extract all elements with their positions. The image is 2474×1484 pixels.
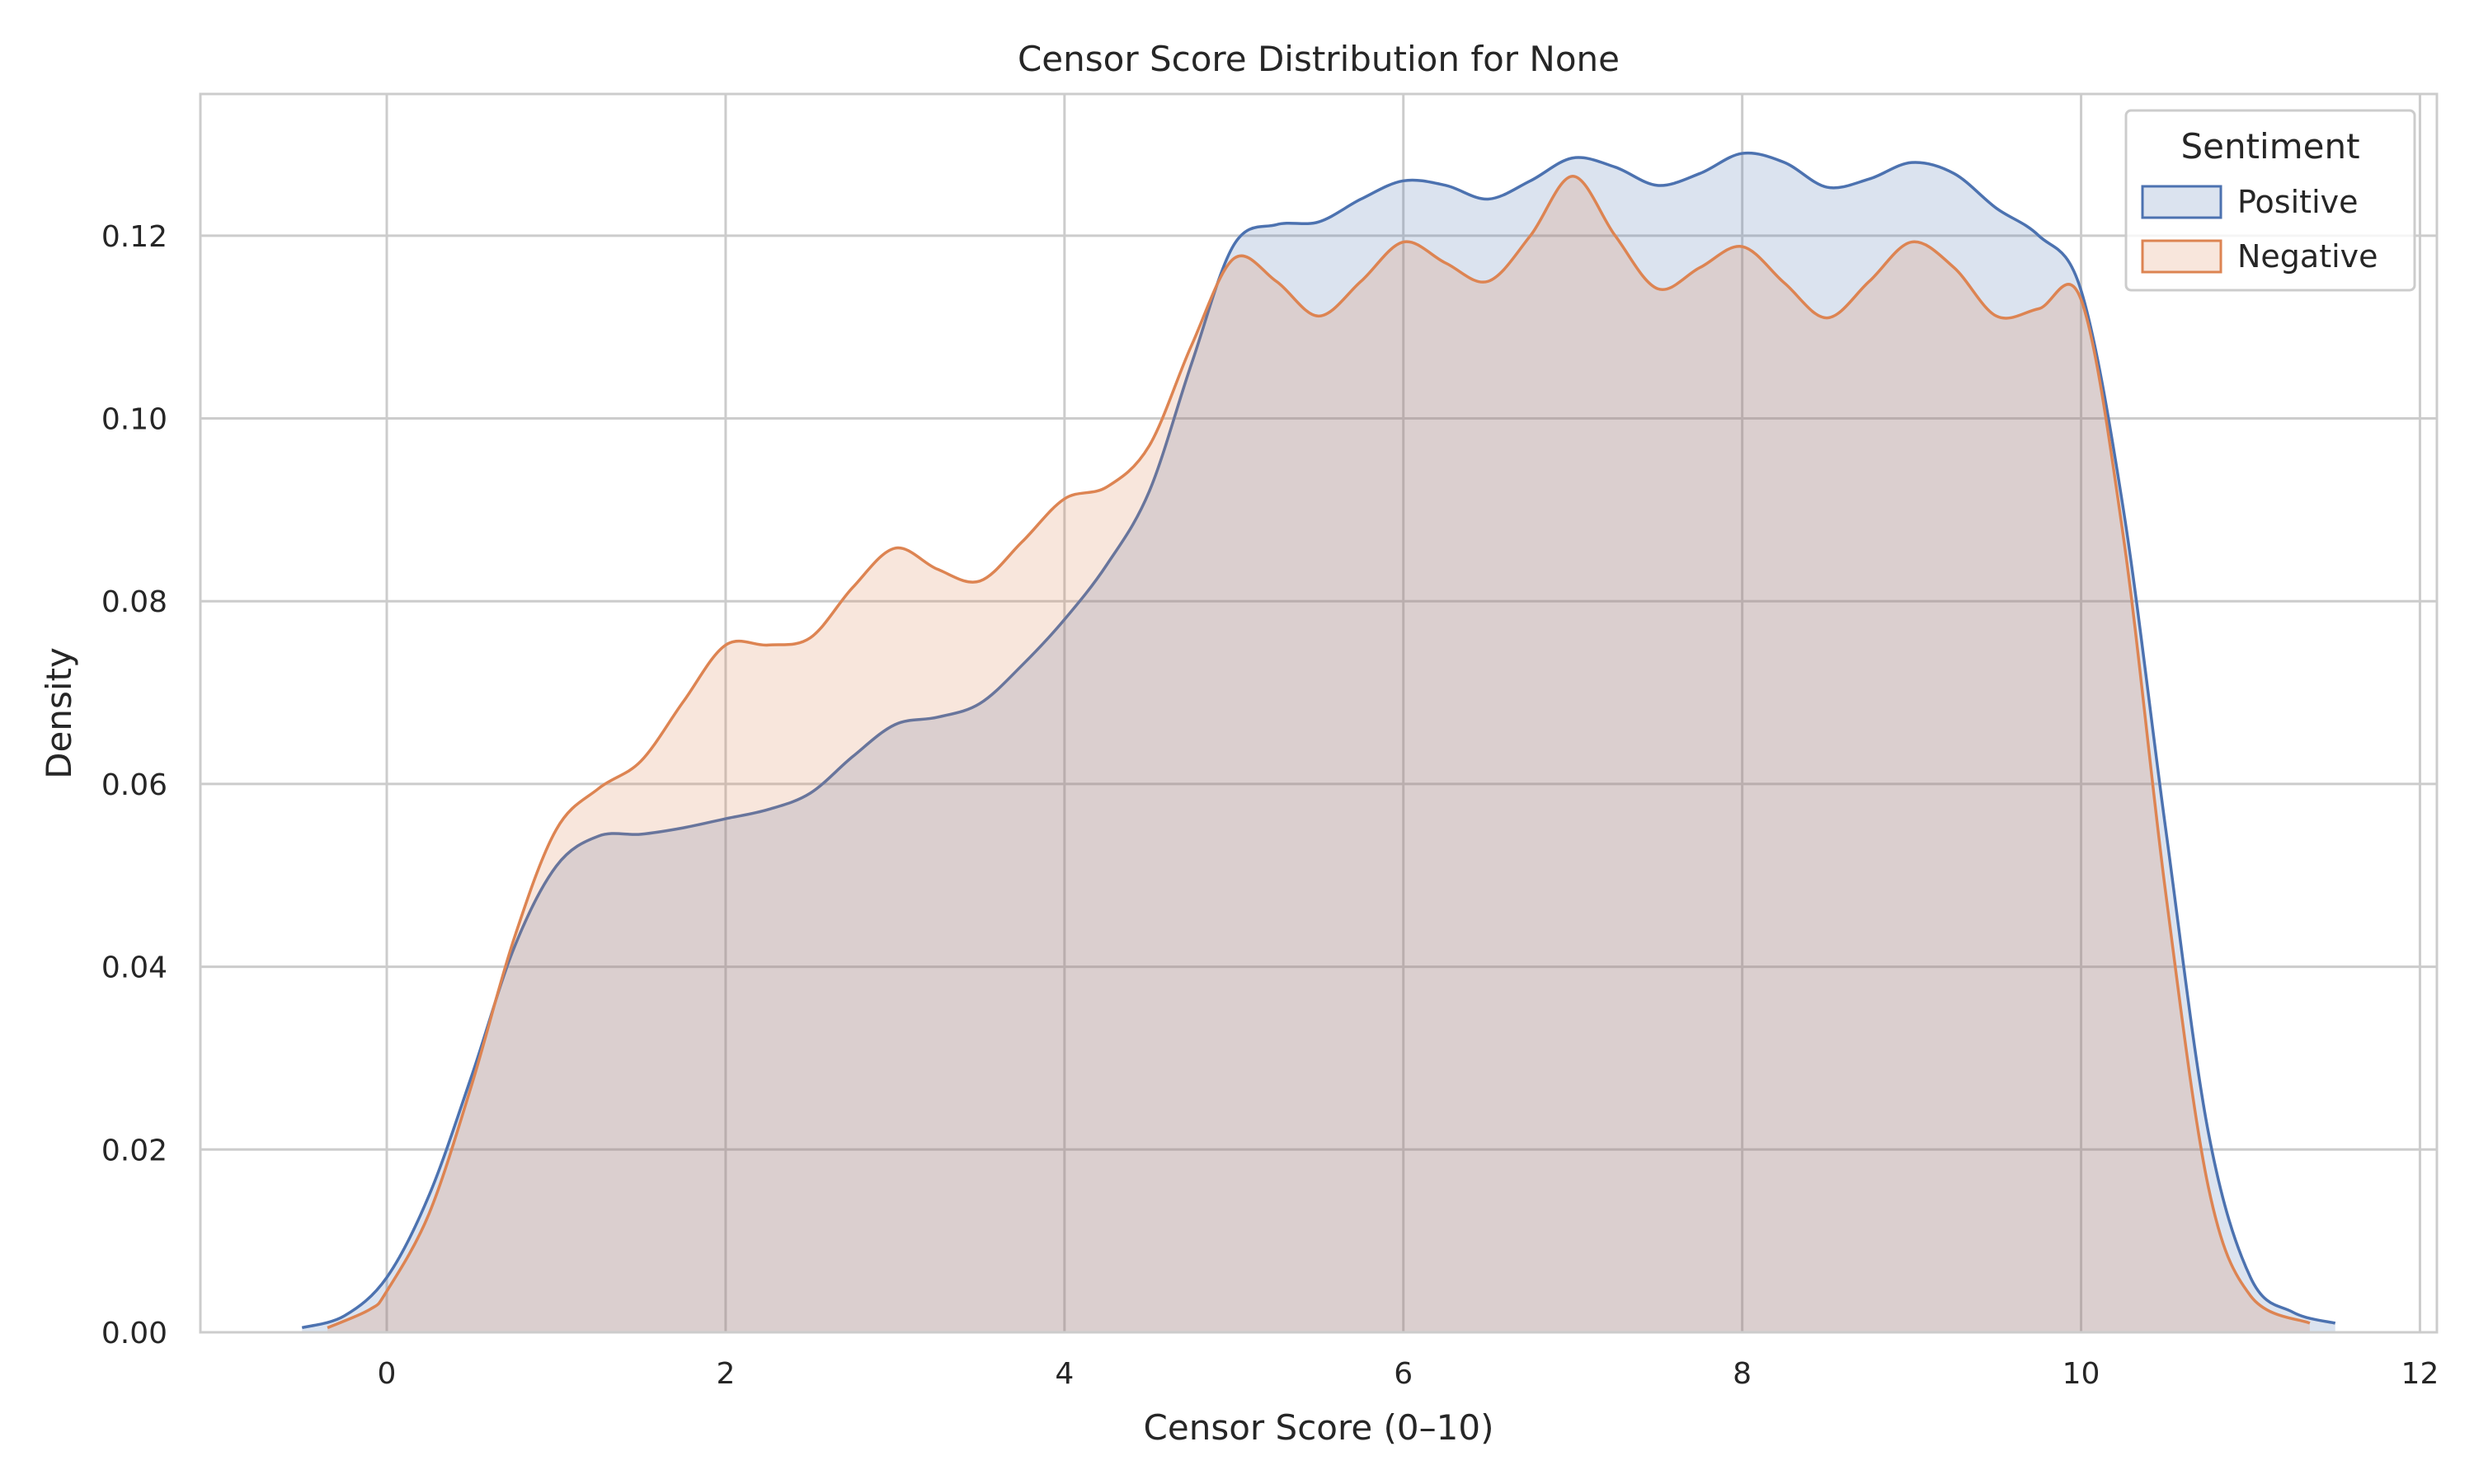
x-tick-label: 6 [1394,1357,1413,1391]
x-tick-label: 8 [1733,1357,1752,1391]
legend-title: Sentiment [2180,126,2359,167]
y-tick-label: 0.00 [101,1317,167,1350]
x-tick-label: 4 [1055,1357,1074,1391]
y-tick-label: 0.08 [101,585,167,619]
legend-swatch-negative [2141,239,2222,274]
legend-box [2124,109,2416,292]
y-axis-label: Density [39,647,79,779]
y-tick-label: 0.02 [101,1134,167,1167]
chart-title: Censor Score Distribution for None [1018,39,1620,79]
y-tick-label: 0.12 [101,220,167,254]
density-line-positive [301,151,2336,1330]
plot-frame [199,92,2439,1334]
y-tick-label: 0.04 [101,951,167,985]
legend-label-positive: Positive [2237,184,2359,220]
x-axis-ticks: 0 2 4 6 8 10 12 [378,1357,2439,1391]
legend-label-negative: Negative [2237,238,2378,275]
y-tick-label: 0.10 [101,403,167,437]
y-tick-label: 0.06 [101,768,167,802]
area-fill-negative [327,176,2310,1333]
x-tick-label: 10 [2062,1357,2100,1391]
x-axis-label: Censor Score (0–10) [1144,1407,1494,1448]
y-axis-ticks: 0.00 0.02 0.04 0.06 0.08 0.10 0.12 [101,220,167,1350]
density-line-negative [327,175,2311,1330]
x-tick-label: 2 [716,1357,735,1391]
area-fill-positive [302,153,2335,1332]
density-areas [301,151,2336,1333]
legend: Sentiment Positive Negative [2124,109,2416,292]
legend-items: Positive Negative [2141,184,2378,275]
x-tick-label: 12 [2401,1357,2439,1391]
x-tick-label: 0 [378,1357,397,1391]
legend-swatch-positive [2141,185,2222,219]
